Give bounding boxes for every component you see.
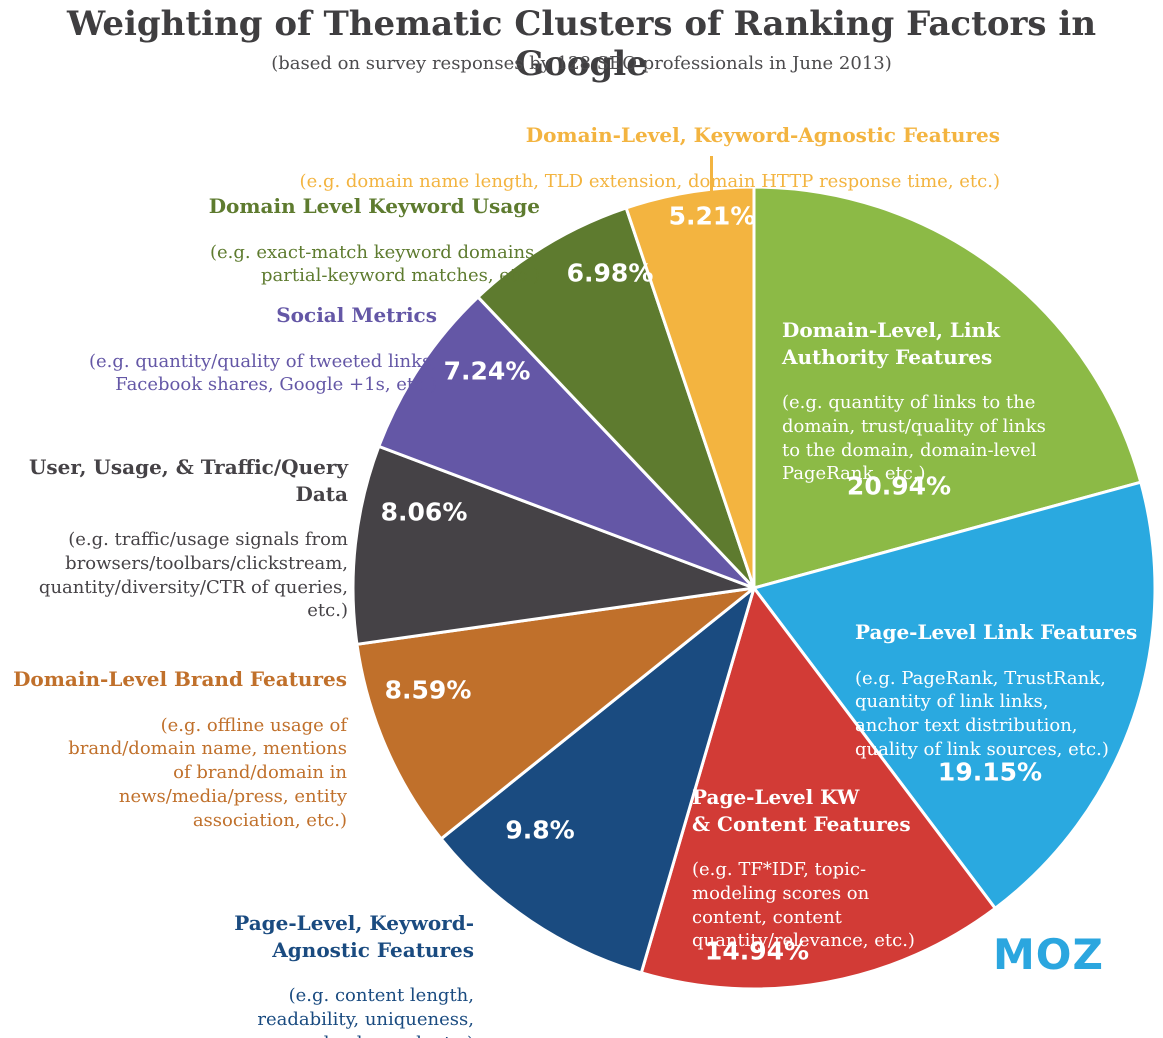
pie-slice-1 [752, 480, 1157, 910]
callout-user-usage-traffic: User, Usage, & Traffic/Query Data (e.g. … [0, 433, 348, 644]
percent-label: 19.15% [937, 757, 1043, 787]
callout-domain-level-keyword-usage: Domain Level Keyword Usage (e.g. exact-m… [209, 172, 540, 309]
callout-description: (e.g. content length, readability, uniqu… [257, 985, 474, 1038]
pie-slice-7 [476, 206, 756, 590]
slice-label-page-level-kw-content: Page-Level KW & Content Features (e.g. T… [692, 763, 915, 974]
callout-heading: Page-Level, Keyword- Agnostic Features [234, 911, 474, 962]
callout-domain-level-keyword-agnostic: Domain-Level, Keyword-Agnostic Features … [300, 101, 1000, 214]
percent-label: 9.8% [505, 815, 575, 845]
percent-label: 7.24% [443, 356, 531, 386]
slice-description: (e.g. quantity of links to the domain, t… [782, 392, 1046, 485]
chart-subtitle: (based on survey responses by 128 SEO pr… [271, 53, 892, 74]
callout-description: (e.g. quantity/quality of tweeted links,… [88, 350, 437, 396]
percent-label: 5.21% [668, 201, 756, 231]
callout-domain-level-brand: Domain-Level Brand Features (e.g. offlin… [13, 645, 347, 853]
chart-title: Weighting of Thematic Clusters of Rankin… [66, 4, 1097, 84]
callout-description: (e.g. domain name length, TLD extension,… [299, 170, 1000, 192]
callout-heading: User, Usage, & Traffic/Query Data [28, 455, 348, 506]
callout-page-level-keyword-agnostic: Page-Level, Keyword- Agnostic Features (… [234, 889, 474, 1038]
callout-connector-line [710, 156, 713, 193]
pie-slice-0 [752, 185, 1143, 590]
slice-heading: Page-Level KW & Content Features [692, 785, 911, 836]
slice-heading: Domain-Level, Link Authority Features [782, 318, 1000, 369]
pie-slice-3 [439, 586, 756, 975]
percent-label: 6.98% [566, 258, 654, 288]
percent-label: 8.59% [384, 675, 472, 705]
slice-label-domain-level-link-authority: Domain-Level, Link Authority Features (e… [782, 296, 1046, 507]
callout-heading: Domain-Level Brand Features [13, 667, 347, 692]
percent-label: 14.94% [704, 936, 810, 966]
percent-label: 20.94% [846, 471, 952, 501]
callout-heading: Social Metrics [276, 303, 437, 328]
callout-heading: Domain Level Keyword Usage [208, 194, 540, 219]
percent-label: 8.06% [380, 497, 468, 527]
callout-social-metrics: Social Metrics (e.g. quantity/quality of… [89, 281, 437, 418]
slice-heading: Page-Level Link Features [855, 620, 1138, 645]
slice-description: (e.g. PageRank, TrustRank, quantity of l… [855, 667, 1109, 760]
callout-description: (e.g. traffic/usage signals from browser… [38, 529, 348, 622]
slice-description: (e.g. TF*IDF, topic- modeling scores on … [692, 859, 915, 952]
moz-logo: MOZ [993, 930, 1104, 979]
pie-slice-8 [624, 185, 756, 590]
callout-heading: Domain-Level, Keyword-Agnostic Features [525, 123, 1000, 148]
pie-slice-5 [351, 444, 756, 646]
pie-slice-4 [355, 586, 756, 841]
callout-description: (e.g. exact-match keyword domains, parti… [209, 241, 540, 287]
slice-label-page-level-link: Page-Level Link Features (e.g. PageRank,… [855, 598, 1137, 783]
pie-slice-2 [639, 586, 997, 991]
callout-description: (e.g. offline usage of brand/domain name… [68, 714, 347, 831]
pie-slice-6 [377, 295, 756, 590]
